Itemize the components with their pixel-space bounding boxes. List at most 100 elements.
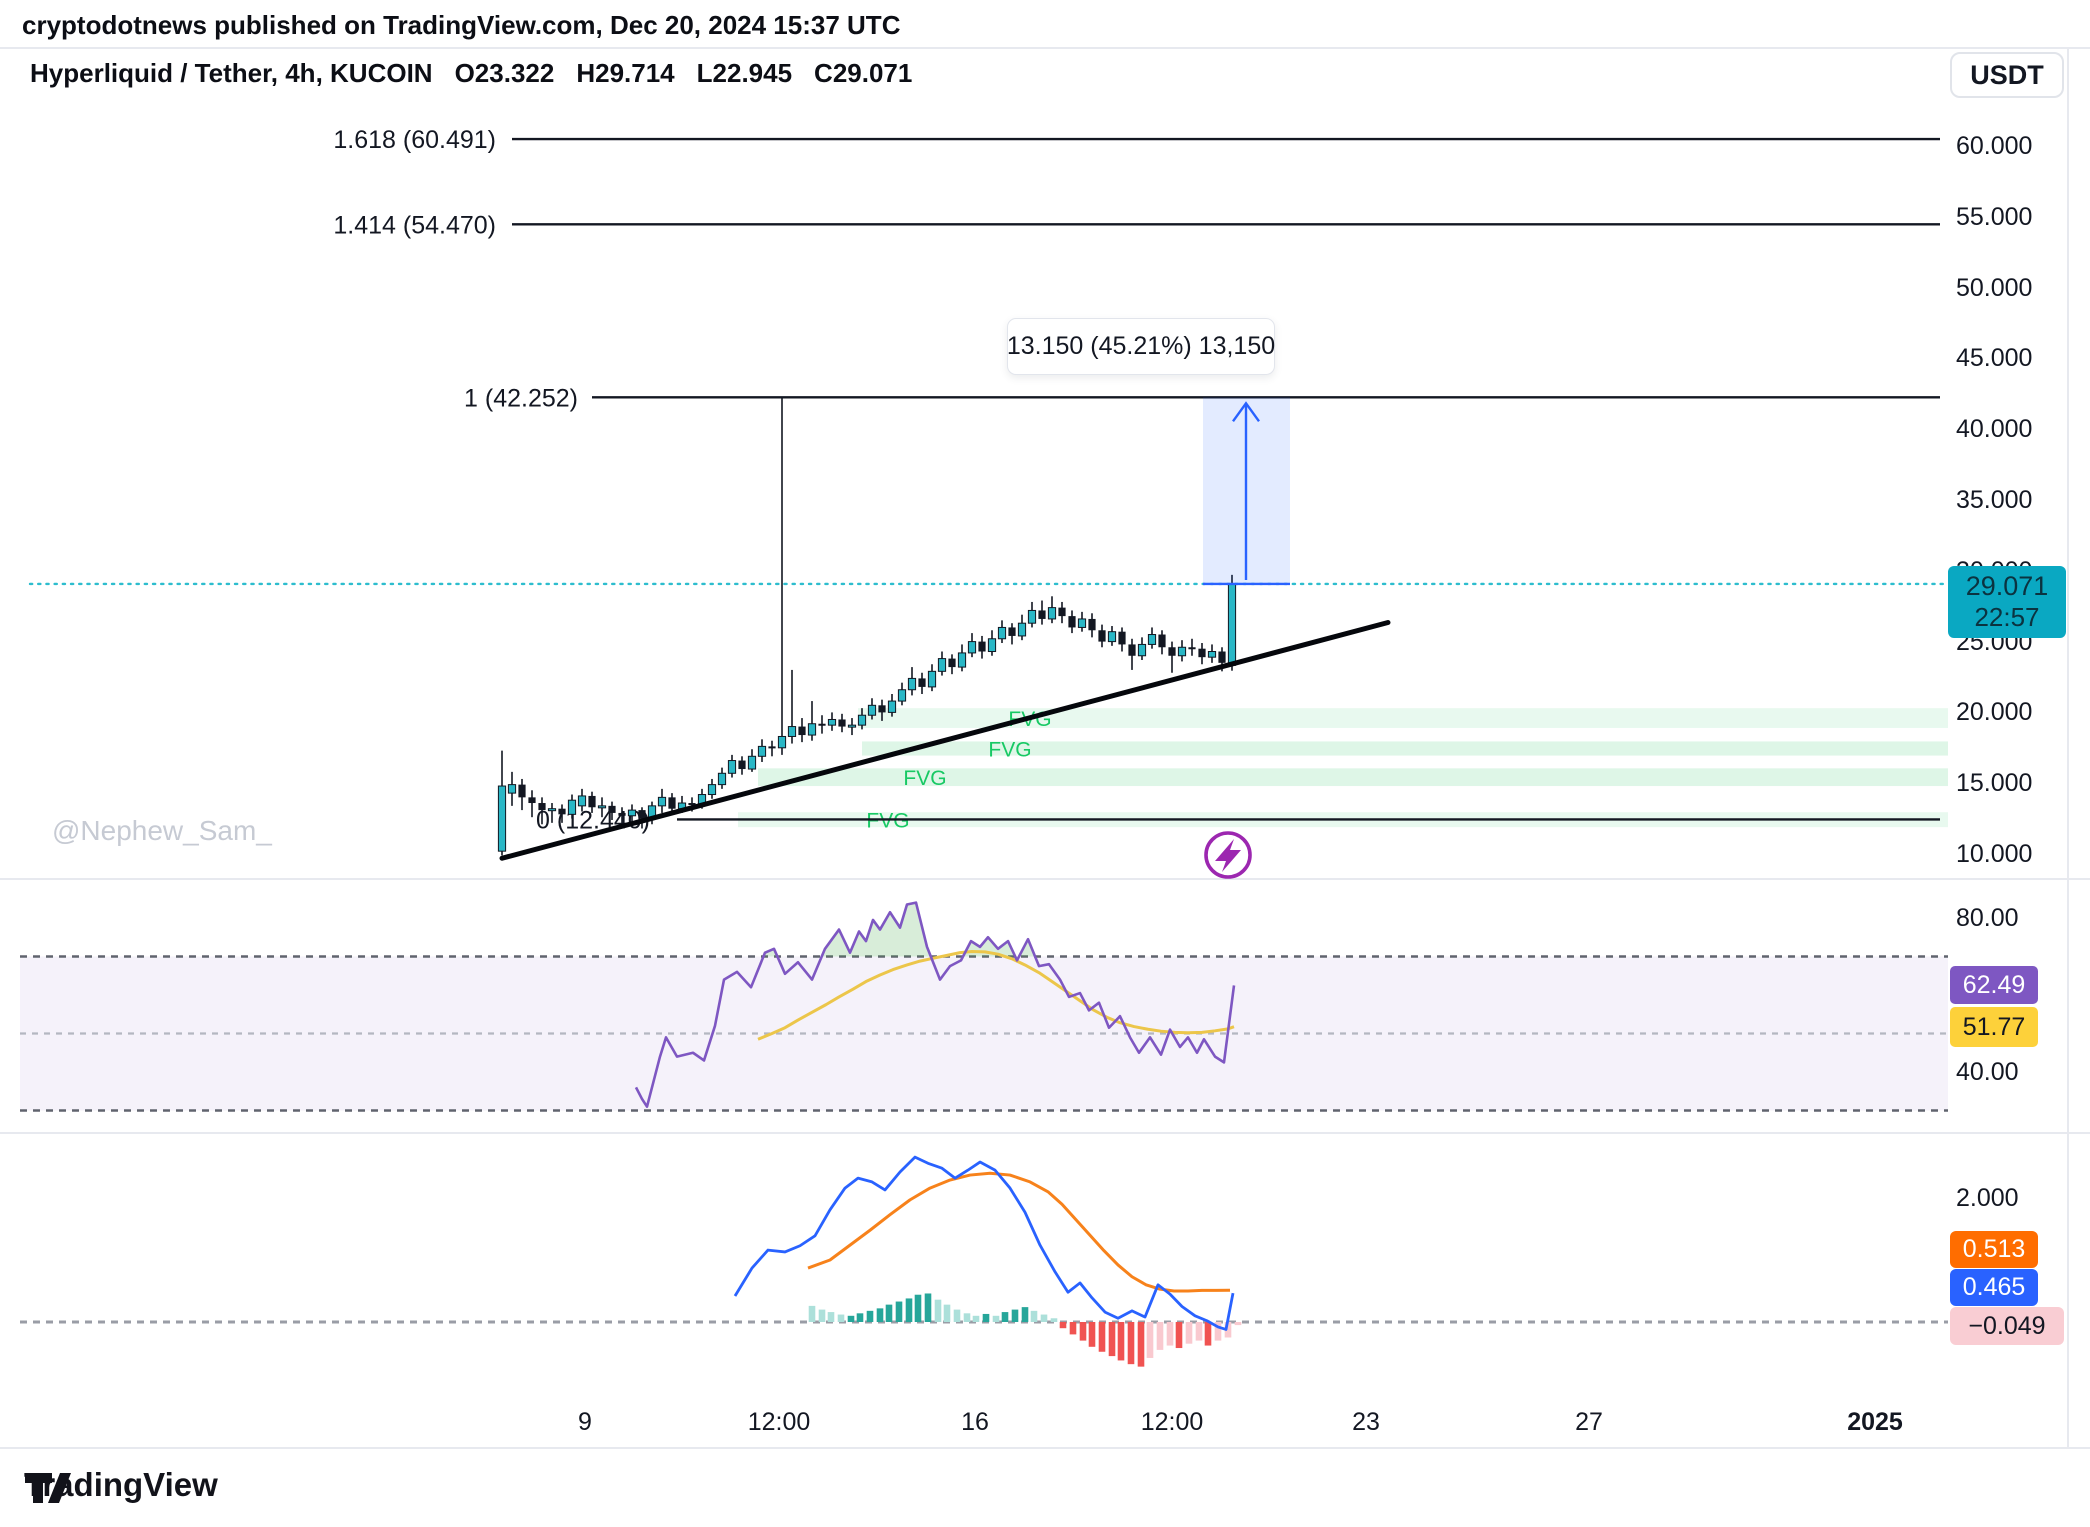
projection-drawing[interactable] [1203,397,1290,586]
macd-histogram-bar [818,1309,826,1322]
price-axis-tick[interactable]: 40.000 [1956,415,2033,444]
macd-signal-badge: 0.513 [1950,1231,2038,1268]
tradingview-logo-icon [25,1473,71,1503]
symbol-title-bar: Hyperliquid / Tether, 4h, KUCOIN O23.322… [30,58,912,89]
price-axis-tick[interactable]: 15.000 [1956,769,2033,798]
candle-up [1017,622,1027,637]
macd-histogram-bar [1069,1322,1077,1335]
price-axis-tick[interactable]: 20.000 [1956,698,2033,727]
macd-signal-line [807,1171,1231,1293]
price-axis-tick[interactable]: 55.000 [1956,202,2033,231]
last-price-label[interactable]: 29.071 22:57 [1948,566,2066,638]
rsi-axis-tick[interactable]: 40.00 [1956,1058,2019,1086]
candle-up [1177,646,1187,657]
macd-histogram-bar [1185,1322,1193,1344]
macd-histogram-bar [895,1301,903,1322]
macd-histogram-bar [1059,1322,1067,1329]
macd-line [733,1155,1235,1331]
time-axis-tick[interactable]: 27 [1575,1408,1603,1436]
candle-up [937,658,947,672]
candle-up [507,784,517,794]
candle-down [1128,644,1136,656]
projection-arrow-head [1232,401,1260,423]
rsi-pane[interactable] [20,901,1948,1112]
macd-histogram-bar [963,1313,971,1322]
main-price-pane[interactable]: FVGFVGFVGFVG1.618 (60.491)1.414 (54.470)… [28,126,1950,834]
symbol-title[interactable]: Hyperliquid / Tether, 4h, KUCOIN [30,58,433,88]
macd-axis-tick[interactable]: 2.000 [1956,1184,2019,1212]
candle-down [1198,648,1206,658]
macd-histogram-bar [1030,1310,1038,1322]
candle-down [1188,647,1196,650]
candle-down [1098,630,1106,642]
macd-histogram-bar [914,1294,922,1322]
macd-histogram-bar [972,1315,980,1322]
candle-up [1077,618,1087,628]
macd-pane[interactable] [20,1155,1948,1367]
candle-down [528,797,536,804]
candle-up [1027,609,1037,624]
candle-down [538,803,546,811]
price-axis-tick[interactable]: 60.000 [1956,132,2033,160]
time-axis-tick[interactable]: 12:00 [747,1408,811,1436]
candle-down [668,797,676,809]
fvg-label: FVG [903,767,946,790]
attribution-text: cryptodotnews published on TradingView.c… [22,10,901,40]
macd-histogram-bar [1204,1322,1212,1346]
tradingview-footer[interactable]: TradingView [24,1466,218,1504]
price-axis-tick[interactable]: 50.000 [1956,273,2033,302]
macd-histogram-bar [1088,1322,1096,1347]
price-axis-tick[interactable]: 35.000 [1956,486,2033,514]
macd-histogram-bar [953,1309,961,1322]
candle-down [1038,610,1046,619]
fvg-zone [758,768,1948,787]
candle-down [518,784,526,798]
time-axis-tick[interactable]: 12:00 [1140,1408,1204,1436]
fvg-label: FVG [866,810,909,833]
candle-up [927,670,937,688]
ohlc-high: H29.714 [576,58,675,88]
candle-up [887,700,897,713]
currency-toggle-button[interactable]: USDT [1950,52,2064,98]
macd-histogram-bar [1195,1322,1203,1341]
candle-up [567,799,577,815]
candle-up [757,745,767,757]
macd-histogram-bar [1175,1322,1183,1349]
candle-up [827,718,837,726]
projection-tooltip[interactable]: 13.150 (45.21%) 13,150 [1007,318,1275,375]
fib-level-label: 1.618 (60.491) [333,126,496,154]
macd-histogram-bar [1117,1322,1125,1361]
candlestick-series [497,397,1237,856]
time-axis-tick[interactable]: 9 [578,1408,592,1436]
candle-up [1137,643,1147,657]
macd-histogram-bar [1079,1322,1087,1341]
author-watermark: @Nephew_Sam_ [52,815,272,846]
price-axis-tick[interactable]: 45.000 [1956,344,2033,373]
time-axis-tick[interactable]: 16 [961,1408,989,1436]
time-axis-tick[interactable]: 23 [1352,1408,1380,1436]
candle-up [707,784,717,796]
candle-down [978,641,986,652]
lightning-circle-icon[interactable] [1204,831,1252,879]
candle-down [798,726,806,736]
rsi-axis-tick[interactable]: 80.00 [1956,904,2019,932]
candle-down [588,795,596,808]
macd-histogram-bar [1146,1322,1154,1358]
candle-down [1118,631,1126,645]
macd-histogram-bar [827,1312,835,1322]
candle-up [1047,607,1057,620]
candle-up [987,638,997,653]
rsi-value-badge: 62.49 [1950,966,2038,1004]
fvg-zone [858,708,1948,728]
candle-up [957,652,967,668]
candle-up [627,809,637,817]
time-axis-tick[interactable]: 2025 [1847,1408,1903,1436]
fvg-label: FVG [988,739,1031,762]
macd-histogram-bar [1166,1322,1174,1346]
macd-histogram-bar [1137,1322,1145,1367]
candle-up [997,626,1007,640]
macd-histogram-bar [905,1298,913,1322]
price-axis-tick[interactable]: 10.000 [1956,840,2033,868]
